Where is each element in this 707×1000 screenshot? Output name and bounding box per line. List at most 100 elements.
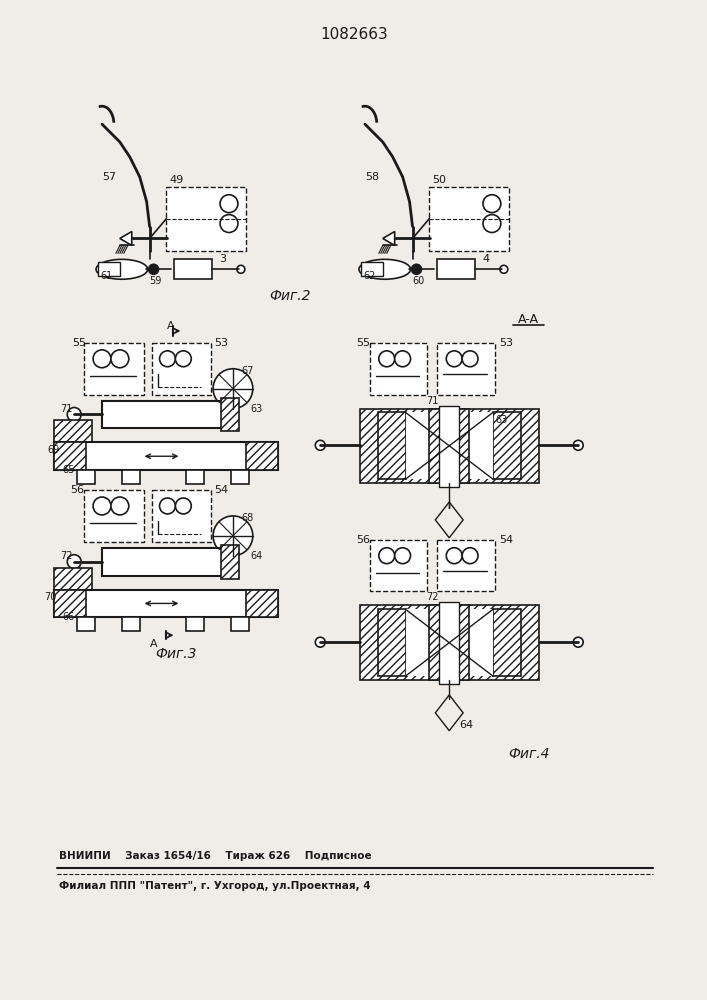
Ellipse shape — [359, 259, 411, 279]
Bar — [54, 589, 86, 617]
Text: 57: 57 — [102, 172, 116, 182]
Bar — [360, 409, 539, 483]
Circle shape — [111, 497, 129, 515]
Text: 1082663: 1082663 — [320, 27, 388, 42]
Bar — [246, 442, 278, 470]
Circle shape — [462, 548, 478, 564]
Text: 61: 61 — [100, 271, 112, 281]
Text: 56: 56 — [356, 535, 370, 545]
Circle shape — [93, 350, 111, 368]
Circle shape — [175, 498, 192, 514]
Text: ВНИИПИ    Заказ 1654/16    Тираж 626    Подписное: ВНИИПИ Заказ 1654/16 Тираж 626 Подписное — [59, 851, 372, 861]
Circle shape — [213, 516, 253, 556]
Circle shape — [160, 351, 175, 367]
Text: 50: 50 — [433, 175, 446, 185]
Bar — [246, 589, 278, 617]
Bar — [98, 262, 120, 276]
Circle shape — [379, 351, 395, 367]
Circle shape — [483, 215, 501, 232]
Text: 65: 65 — [62, 465, 75, 475]
Bar — [429, 187, 509, 251]
Bar — [151, 490, 211, 542]
Text: A: A — [150, 639, 157, 649]
Bar — [54, 568, 92, 592]
Text: 63: 63 — [496, 415, 508, 425]
Text: 54: 54 — [214, 485, 228, 495]
Text: 59: 59 — [150, 276, 162, 286]
Circle shape — [395, 351, 411, 367]
Circle shape — [379, 548, 395, 564]
Bar — [438, 343, 495, 395]
Text: 69: 69 — [47, 445, 59, 455]
Circle shape — [395, 548, 411, 564]
Polygon shape — [120, 232, 132, 245]
Bar — [406, 412, 493, 479]
Bar — [361, 262, 382, 276]
Bar — [122, 470, 140, 484]
Text: 53: 53 — [499, 338, 513, 348]
Text: 60: 60 — [412, 276, 425, 286]
Bar — [151, 343, 211, 395]
Text: 3: 3 — [219, 254, 226, 264]
Bar — [54, 442, 278, 470]
Bar — [378, 412, 520, 479]
Bar — [84, 343, 144, 395]
Text: Фиг.2: Фиг.2 — [270, 289, 311, 303]
Text: 49: 49 — [170, 175, 184, 185]
Circle shape — [237, 265, 245, 273]
Bar — [102, 548, 226, 576]
Circle shape — [93, 497, 111, 515]
Bar — [493, 609, 520, 676]
Circle shape — [148, 264, 158, 274]
Bar — [439, 406, 459, 487]
Text: 53: 53 — [214, 338, 228, 348]
Bar — [221, 545, 239, 579]
Bar — [378, 609, 406, 676]
Bar — [429, 409, 469, 483]
Bar — [370, 343, 428, 395]
Circle shape — [573, 637, 583, 647]
Bar — [54, 442, 86, 470]
Circle shape — [111, 350, 129, 368]
Bar — [493, 412, 520, 479]
Bar — [370, 540, 428, 591]
Bar — [77, 470, 95, 484]
Text: A: A — [166, 321, 174, 331]
Circle shape — [213, 369, 253, 409]
Text: 72: 72 — [426, 592, 439, 602]
Circle shape — [446, 351, 462, 367]
Text: 55: 55 — [72, 338, 86, 348]
Text: 56: 56 — [70, 485, 84, 495]
Bar — [84, 490, 144, 542]
Bar — [187, 617, 204, 631]
Text: 55: 55 — [356, 338, 370, 348]
Circle shape — [175, 351, 192, 367]
Text: 67: 67 — [241, 366, 253, 376]
Text: Филиал ППП "Патент", г. Ухгород, ул.Проектная, 4: Филиал ППП "Патент", г. Ухгород, ул.Прое… — [59, 881, 371, 891]
Circle shape — [220, 215, 238, 232]
Text: 58: 58 — [365, 172, 379, 182]
Circle shape — [500, 265, 508, 273]
Bar — [429, 605, 469, 680]
Text: 72: 72 — [60, 551, 73, 561]
Bar — [378, 412, 406, 479]
Bar — [360, 605, 539, 680]
Bar — [439, 602, 459, 684]
Circle shape — [160, 498, 175, 514]
Text: 71: 71 — [426, 396, 439, 406]
Text: Фиг.4: Фиг.4 — [508, 747, 549, 761]
Text: A-A: A-A — [518, 313, 539, 326]
Circle shape — [315, 637, 325, 647]
Bar — [438, 540, 495, 591]
Circle shape — [67, 555, 81, 569]
Text: 71: 71 — [60, 404, 73, 414]
Circle shape — [411, 264, 421, 274]
Text: 54: 54 — [499, 535, 513, 545]
Polygon shape — [382, 232, 395, 245]
Bar — [231, 470, 249, 484]
Bar — [122, 617, 140, 631]
Bar — [175, 259, 212, 279]
Bar — [54, 420, 92, 445]
Circle shape — [573, 440, 583, 450]
Bar — [166, 187, 246, 251]
